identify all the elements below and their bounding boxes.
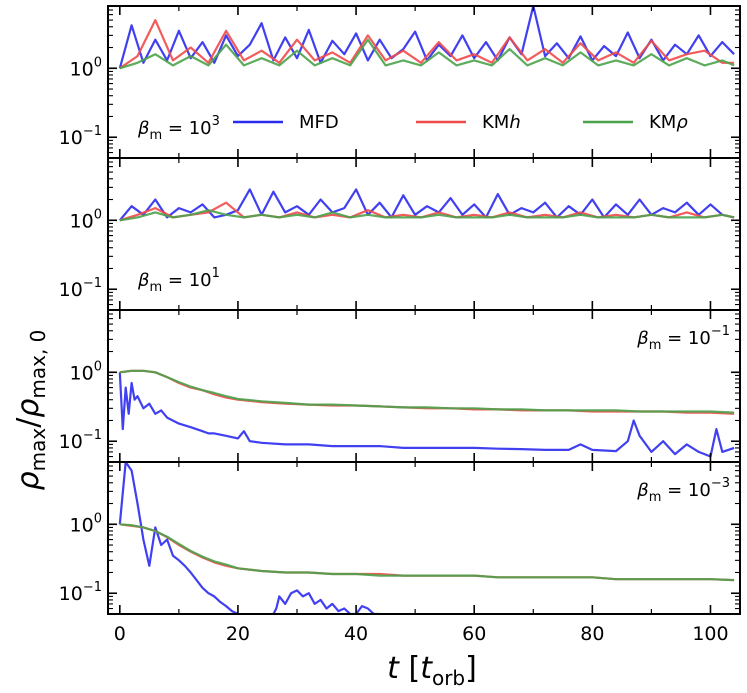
y-tick-exponent: 0 (94, 207, 102, 222)
x-tick-label: 40 (344, 623, 368, 645)
panel-label-exp: 3 (212, 114, 220, 129)
series-line-kmρ (119, 38, 735, 70)
x-tick-label: 20 (226, 623, 250, 645)
panel-lines (118, 369, 735, 458)
y-tick-label: 10−1 (59, 124, 102, 149)
y-axis-title-num: ρ (11, 471, 46, 490)
y-tick-base: 10 (59, 583, 83, 605)
legend-label-base: KM (649, 112, 676, 133)
panel-label-var: β (137, 118, 150, 139)
series-line-kmh (119, 523, 735, 582)
y-tick-base: 10 (59, 431, 83, 453)
y-tick-label: 100 (70, 511, 102, 536)
panel-label-sub: m (649, 338, 662, 353)
x-tick-label: 0 (114, 623, 126, 645)
series-line-mfd (118, 462, 380, 614)
panel-label-base: = 10 (162, 270, 211, 291)
x-axis-title: t [torb] (387, 651, 477, 690)
series-line-mfd (118, 188, 735, 222)
y-tick-exponent: −1 (83, 428, 102, 443)
legend-label-italic: ρ (676, 112, 688, 133)
y-tick-label: 100 (70, 55, 102, 80)
series-line-kmρ (119, 209, 735, 222)
y-tick-base: 10 (59, 127, 83, 149)
x-axis-title-unit-sub: orb (432, 666, 465, 690)
panel-label-exp: −1 (711, 324, 730, 339)
panel-label-var: β (137, 270, 150, 291)
legend-label-italic: h (509, 112, 520, 133)
panel-label-base: = 10 (162, 118, 211, 139)
series-line-kmρ (119, 369, 735, 414)
y-tick-exponent: 0 (94, 511, 102, 526)
y-axis-title-den-sub: max, 0 (26, 330, 50, 399)
panel-label: βm = 10−1 (636, 324, 730, 353)
panel-label-sub: m (649, 490, 662, 505)
panel-label-sub: m (150, 280, 163, 295)
y-tick-exponent: −1 (83, 124, 102, 139)
y-tick-exponent: −1 (83, 276, 102, 291)
y-axis-title: ρmax/ρmax, 0 (11, 330, 50, 491)
panel-label-base: = 10 (661, 328, 710, 349)
panel-label-var: β (636, 328, 649, 349)
panel-label-sub: m (150, 128, 163, 143)
panel-label-base: = 10 (661, 480, 710, 501)
panel-lines (118, 6, 735, 70)
y-tick-base: 10 (70, 362, 94, 384)
y-tick-exponent: −1 (83, 580, 102, 595)
y-tick-exponent: 0 (94, 55, 102, 70)
panel-label-exp: −3 (711, 476, 730, 491)
panel-label: βm = 101 (137, 266, 220, 295)
y-tick-label: 100 (70, 207, 102, 232)
x-tick-label: 60 (462, 623, 486, 645)
legend: MFD KMh KMρ (233, 112, 688, 133)
x-tick-label: 80 (580, 623, 604, 645)
legend-label: KMh (482, 112, 521, 133)
y-tick-base: 10 (70, 58, 94, 80)
x-tick-label: 100 (692, 623, 728, 645)
series-line-kmh (119, 19, 735, 70)
y-tick-exponent: 0 (94, 359, 102, 374)
panel-label-exp: 1 (212, 266, 220, 281)
panel-lines (118, 462, 735, 614)
y-tick-label: 10−1 (59, 276, 102, 301)
panel-label: βm = 103 (137, 114, 220, 143)
legend-label: KMρ (649, 112, 688, 133)
x-axis-title-unit: t (420, 651, 433, 686)
y-tick-label: 10−1 (59, 428, 102, 453)
y-tick-base: 10 (70, 210, 94, 232)
legend-label-base: KM (482, 112, 509, 133)
panel-label-var: β (636, 480, 649, 501)
y-axis-title-den: ρ (11, 399, 46, 418)
y-axis-title-slash: / (11, 417, 46, 428)
y-tick-base: 10 (70, 514, 94, 536)
y-tick-base: 10 (59, 279, 83, 301)
panel-label: βm = 10−3 (636, 476, 730, 505)
x-axis-title-bracket-close: ] (465, 651, 477, 686)
panel-lines (118, 188, 735, 222)
y-tick-label: 10−1 (59, 580, 102, 605)
panel-frame (107, 461, 741, 615)
x-axis-title-var: t (387, 651, 400, 686)
y-axis-title-num-sub: max (26, 428, 50, 472)
series-line-kmρ (119, 523, 735, 582)
series-line-mfd (118, 372, 735, 458)
y-tick-label: 100 (70, 359, 102, 384)
legend-label: MFD (299, 112, 339, 133)
x-axis-title-bracket-open: [ (399, 651, 420, 686)
